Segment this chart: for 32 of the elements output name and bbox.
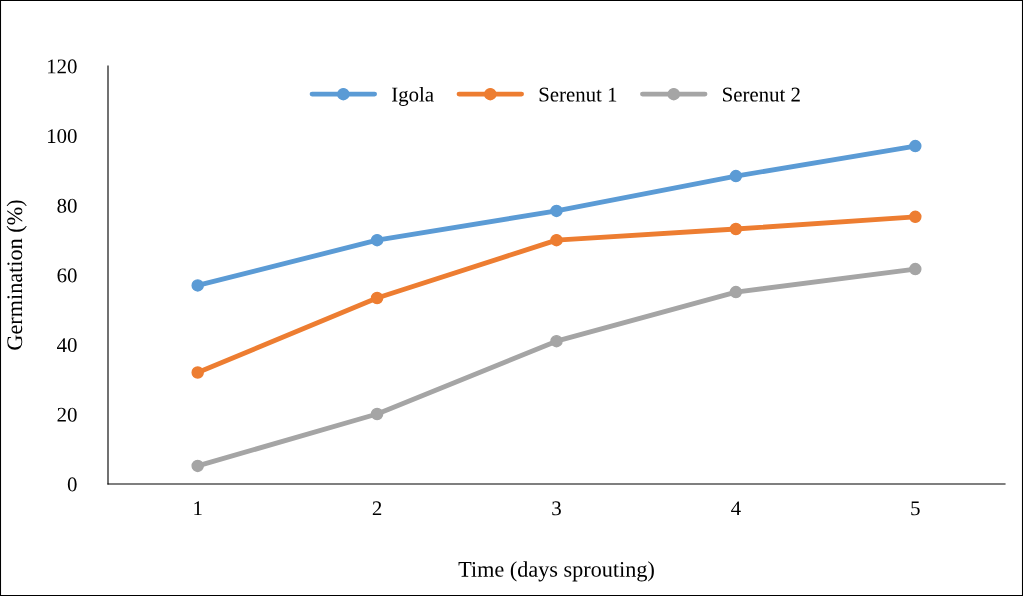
legend-label: Serenut 2: [723, 87, 800, 102]
point: [729, 285, 743, 299]
x-axis-title: Time (days sprouting): [458, 561, 654, 582]
point: [909, 139, 922, 153]
point: [191, 279, 204, 292]
x-tick-label: 1: [194, 501, 202, 516]
point: [909, 210, 922, 224]
x-tick-label: 3: [552, 501, 561, 516]
point: [550, 233, 563, 247]
y-tick-label: 40: [57, 338, 77, 353]
point: [550, 204, 563, 218]
y-tick-label: 60: [57, 268, 77, 283]
y-tick-label: 80: [57, 198, 77, 213]
point: [729, 169, 743, 183]
point: [909, 262, 922, 276]
point: [191, 459, 204, 473]
y-tick-label: 100: [48, 129, 77, 144]
y-tick-label: 0: [67, 477, 77, 492]
legend-label: Igola: [392, 86, 434, 106]
x-tick-label: 2: [372, 501, 382, 516]
y-tick-label: 120: [48, 59, 77, 74]
point: [370, 233, 384, 247]
point: [550, 334, 563, 348]
x-tick-label: 5: [911, 501, 920, 516]
x-tick-label: 4: [731, 501, 741, 516]
point: [370, 407, 384, 421]
point: [729, 222, 743, 236]
y-tick-label: 20: [57, 407, 77, 422]
point: [191, 366, 204, 379]
point: [370, 291, 384, 305]
y-axis-title: Germination (%): [6, 200, 27, 350]
legend-label: Serenut 1: [539, 87, 617, 102]
